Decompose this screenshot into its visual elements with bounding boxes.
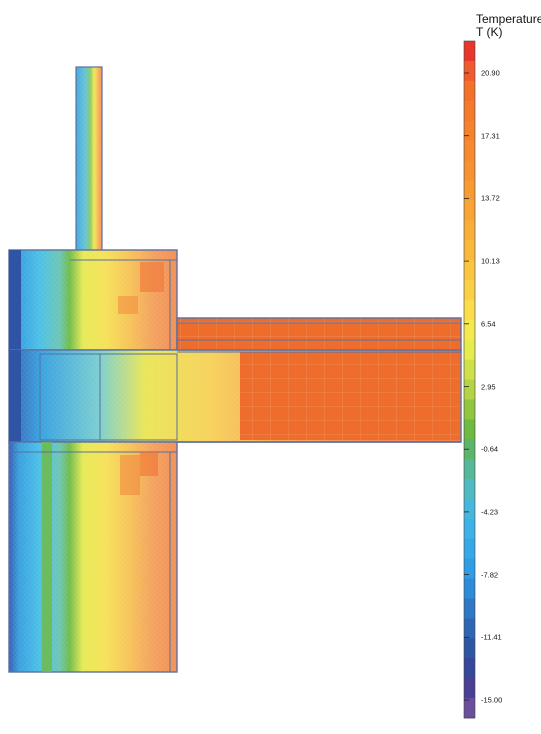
color-bar-tick-label: 6.54 <box>481 319 496 329</box>
color-bar-tick-label: 13.72 <box>481 193 500 203</box>
color-bar-band <box>464 160 475 181</box>
color-bar-band <box>464 120 475 141</box>
color-bar-band <box>464 240 475 261</box>
top-stem <box>75 66 103 261</box>
color-bar-band <box>464 518 475 540</box>
color-bar-tick-label: -0.64 <box>481 444 499 454</box>
color-bar-tick-label: -15.00 <box>481 695 503 705</box>
color-bar-band <box>464 140 475 161</box>
color-bar <box>463 40 476 719</box>
legend-unit: T (K) <box>476 25 503 39</box>
color-bar-band <box>464 538 475 560</box>
color-bar-tick-label: 2.95 <box>481 382 496 391</box>
horizontal-slab <box>176 317 462 443</box>
color-bar-band <box>464 698 475 719</box>
upper-block <box>8 249 178 351</box>
color-bar-band <box>464 339 475 360</box>
color-bar-band <box>464 200 475 221</box>
legend-title: Temperature <box>476 12 541 26</box>
color-bar-band <box>464 459 475 480</box>
color-bar-band <box>464 100 475 122</box>
color-bar-band <box>464 598 475 619</box>
color-bar-band <box>464 180 475 201</box>
color-bar-band <box>464 578 475 599</box>
lower-column <box>8 441 178 673</box>
color-bar-band <box>464 618 475 639</box>
color-bar-tick-label: -4.23 <box>481 507 499 517</box>
color-bar-tick-label: 20.90 <box>481 68 500 78</box>
color-bar-band <box>464 359 475 380</box>
color-bar-band <box>464 678 475 699</box>
color-bar-band <box>464 220 475 241</box>
color-bar-band <box>464 419 475 440</box>
color-bar-band <box>464 658 475 679</box>
color-bar-band <box>464 498 475 520</box>
color-bar-band <box>464 399 475 420</box>
color-bar-tick-label: 10.13 <box>481 256 500 266</box>
color-bar-band <box>464 80 475 102</box>
color-bar-tick-label: 17.31 <box>481 131 500 141</box>
color-bar-tick-label: -11.41 <box>481 632 502 642</box>
color-bar-band <box>464 558 475 580</box>
color-bar-band <box>464 319 475 341</box>
color-bar-tick-label: -7.82 <box>481 570 499 580</box>
color-bar-band <box>464 379 475 400</box>
color-bar-band <box>464 638 475 659</box>
color-bar-band <box>464 439 475 460</box>
color-bar-outline <box>463 40 476 719</box>
middle-band <box>8 349 462 443</box>
color-bar-band <box>464 60 475 82</box>
color-bar-band <box>464 41 475 62</box>
color-bar-band <box>464 260 475 281</box>
color-bar-band <box>464 479 475 500</box>
color-bar-band <box>464 279 475 301</box>
color-bar-band <box>464 299 475 321</box>
